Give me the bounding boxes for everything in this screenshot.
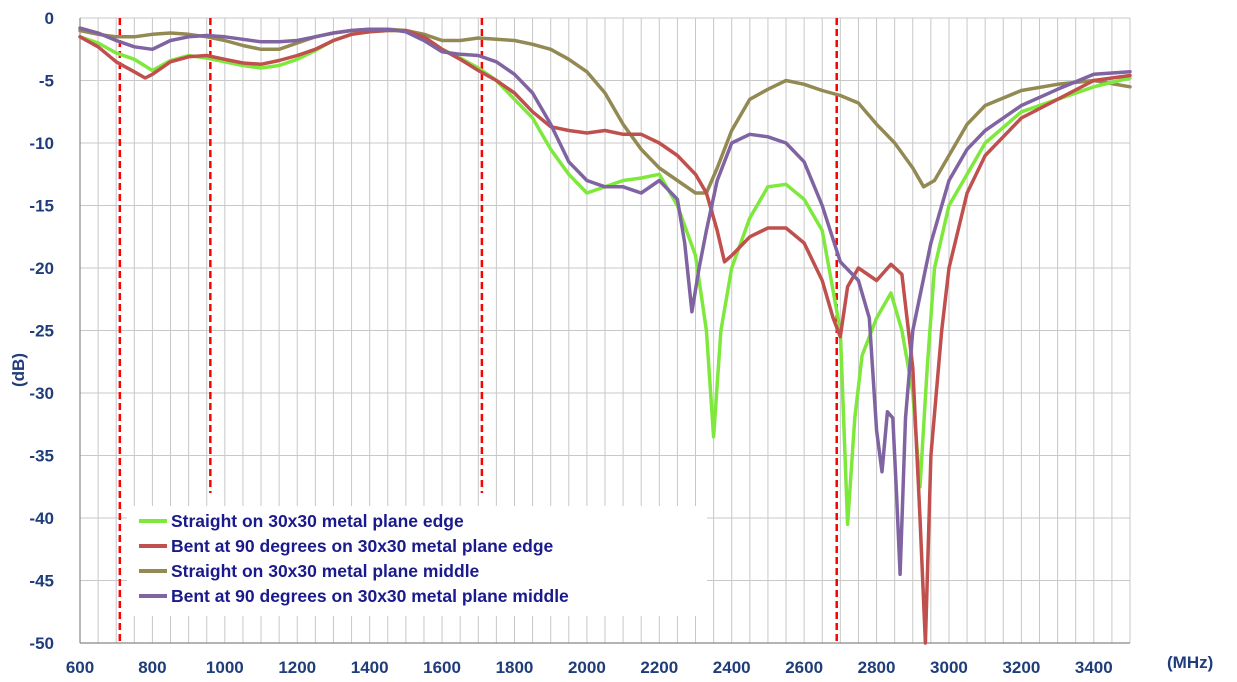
x-tick-label: 1400	[351, 658, 389, 677]
x-tick-label: 3200	[1002, 658, 1040, 677]
legend-label: Bent at 90 degrees on 30x30 metal plane …	[171, 536, 554, 556]
x-tick-label: 3400	[1075, 658, 1113, 677]
y-axis-title: (dB)	[9, 353, 28, 387]
x-tick-label: 2600	[785, 658, 823, 677]
x-tick-label: 1600	[423, 658, 461, 677]
y-tick-label: -25	[29, 322, 54, 341]
legend-label: Straight on 30x30 metal plane middle	[171, 561, 480, 581]
x-tick-label: 3000	[930, 658, 968, 677]
y-tick-label: -10	[29, 134, 54, 153]
series-line-1	[78, 28, 1132, 527]
x-tick-label: 600	[66, 658, 94, 677]
x-tick-label: 2800	[858, 658, 896, 677]
x-tick-label: 2000	[568, 658, 606, 677]
y-tick-label: -35	[29, 447, 54, 466]
series-line-4	[78, 26, 1132, 577]
y-tick-label: -5	[39, 72, 54, 91]
x-tick-label: 2200	[640, 658, 678, 677]
x-axis-title: (MHz)	[1167, 653, 1213, 672]
y-tick-label: -40	[29, 509, 54, 528]
x-tick-label: 800	[138, 658, 166, 677]
y-tick-label: -50	[29, 634, 54, 653]
y-tick-label: -30	[29, 384, 54, 403]
x-tick-label: 1000	[206, 658, 244, 677]
legend: Straight on 30x30 metal plane edge Bent a…	[127, 506, 707, 616]
y-tick-label: 0	[45, 9, 54, 28]
tick-labels: 600 800 1000 1200 1400 1600 1800 2000 2200 2400 26…	[29, 9, 1112, 677]
y-tick-label: -45	[29, 572, 54, 591]
legend-box	[127, 506, 707, 616]
legend-label: Bent at 90 degrees on 30x30 metal plane …	[171, 586, 569, 606]
x-tick-label: 1200	[278, 658, 316, 677]
series-line-2	[78, 28, 1132, 645]
y-tick-label: -15	[29, 197, 54, 216]
x-tick-label: 1800	[496, 658, 534, 677]
y-tick-label: -20	[29, 259, 54, 278]
series-line-3	[78, 27, 1132, 195]
series-lines	[78, 26, 1132, 645]
x-tick-label: 2400	[713, 658, 751, 677]
legend-label: Straight on 30x30 metal plane edge	[171, 511, 464, 531]
